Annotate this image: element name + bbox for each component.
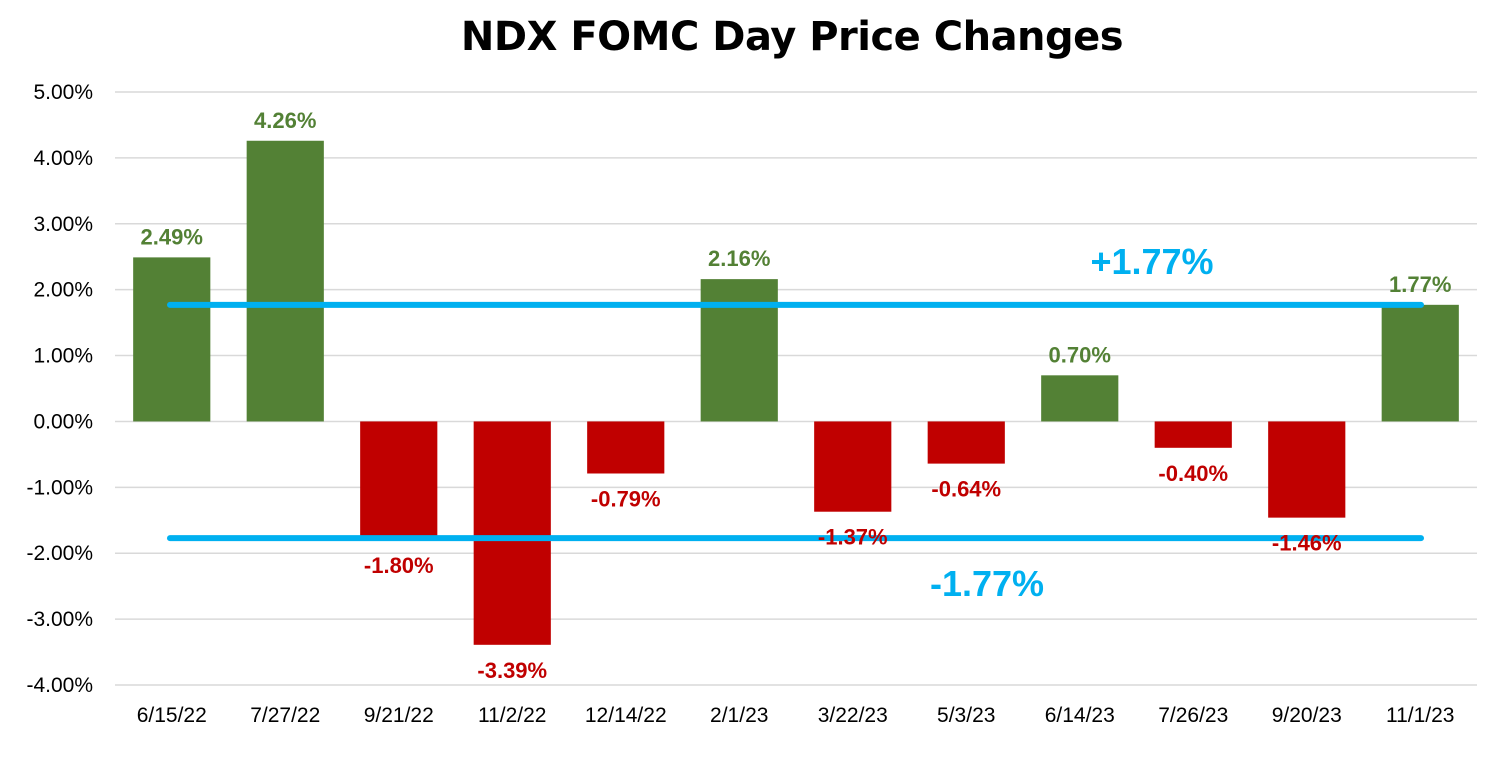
x-tick-label: 7/26/23 xyxy=(1158,704,1228,727)
data-label: 2.49% xyxy=(141,224,203,249)
data-label: -3.39% xyxy=(477,658,547,683)
y-tick-label: 4.00% xyxy=(33,147,93,170)
bar xyxy=(133,257,211,422)
reference-lines xyxy=(167,301,1424,542)
bar xyxy=(587,421,665,474)
reference-line-label: +1.77% xyxy=(1090,241,1213,282)
bar xyxy=(1381,304,1459,422)
y-tick-label: 1.00% xyxy=(33,345,93,368)
x-tick-label: 3/22/23 xyxy=(818,704,888,727)
y-tick-label: 0.00% xyxy=(33,410,93,433)
data-label: 4.26% xyxy=(254,108,316,133)
x-tick-label: 7/27/22 xyxy=(250,704,320,727)
data-label: -1.80% xyxy=(364,553,434,578)
reference-line-label: -1.77% xyxy=(930,563,1044,604)
chart-title: NDX FOMC Day Price Changes xyxy=(460,14,1124,60)
data-label: -1.46% xyxy=(1272,531,1342,556)
x-tick-label: 2/1/23 xyxy=(710,704,768,727)
y-tick-label: 2.00% xyxy=(33,279,93,302)
bar xyxy=(473,421,551,645)
y-axis-ticks: 5.00% 4.00% 3.00% 2.00% 1.00% 0.00% -1.00% -2.0… xyxy=(26,81,93,697)
x-tick-label: 11/1/23 xyxy=(1386,704,1455,727)
y-tick-label: 3.00% xyxy=(33,213,93,236)
x-tick-label: 12/14/22 xyxy=(585,704,667,727)
data-label: -0.40% xyxy=(1158,461,1228,486)
x-tick-label: 6/15/22 xyxy=(137,704,207,727)
data-label: 1.77% xyxy=(1389,272,1451,297)
data-label: -0.79% xyxy=(591,486,661,511)
y-tick-label: -1.00% xyxy=(26,476,93,499)
x-tick-label: 11/2/22 xyxy=(478,704,547,727)
y-tick-label: -2.00% xyxy=(26,542,93,565)
gridlines xyxy=(115,91,1477,686)
x-axis-ticks: 6/15/22 7/27/22 9/21/22 11/2/22 12/14/22 2/1/… xyxy=(137,704,1455,727)
data-labels: 2.49% 4.26% -1.80% -3.39% -0.79% 2.16% -1.37% -… xyxy=(141,108,1452,683)
bar xyxy=(927,421,1005,464)
y-tick-label: 5.00% xyxy=(33,81,93,104)
data-label: -0.64% xyxy=(931,477,1001,502)
data-label: -1.37% xyxy=(818,525,888,550)
bars xyxy=(133,140,1459,645)
bar xyxy=(1041,375,1119,422)
x-tick-label: 9/21/22 xyxy=(364,704,434,727)
data-label: 0.70% xyxy=(1049,342,1111,367)
bar xyxy=(360,421,438,541)
data-label: 2.16% xyxy=(708,246,770,271)
x-tick-label: 6/14/23 xyxy=(1045,704,1115,727)
bar xyxy=(1154,421,1232,448)
bar xyxy=(1268,421,1346,518)
bar xyxy=(246,140,324,422)
x-tick-label: 9/20/23 xyxy=(1272,704,1342,727)
bar xyxy=(700,279,778,422)
x-tick-label: 5/3/23 xyxy=(937,704,995,727)
bar xyxy=(814,421,892,512)
y-tick-label: -3.00% xyxy=(26,608,93,631)
y-tick-label: -4.00% xyxy=(26,674,93,697)
